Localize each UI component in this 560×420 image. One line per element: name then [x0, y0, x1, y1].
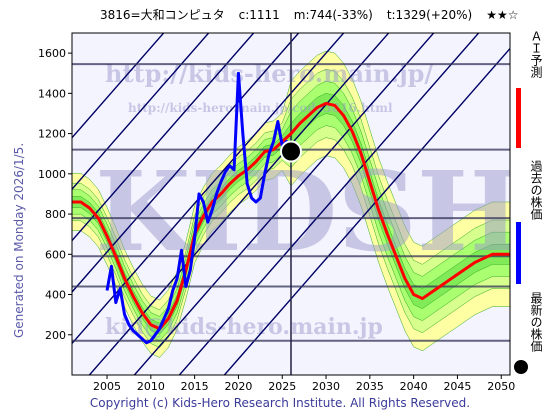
target-price: t:1329(+20%): [386, 8, 473, 22]
legend-latest-label: 最新の株価: [529, 292, 543, 352]
watermark-text: KIDSHERO: [95, 147, 560, 276]
rating-stars: ★★☆: [486, 8, 519, 22]
min-price: m:744(-33%): [293, 8, 373, 22]
channel-line: [72, 33, 255, 242]
channel-line: [72, 33, 165, 139]
legend: ＡＩ予測 過去の株価 最新の株価: [514, 30, 550, 380]
copyright-footer: Copyright (c) Kids-Hero Research Institu…: [89, 396, 471, 410]
x-tick-label: 2045: [443, 380, 471, 393]
legend-prediction-label: ＡＩ予測: [529, 30, 543, 78]
y-tick-label: 400: [45, 289, 66, 302]
x-tick-label: 2040: [400, 380, 428, 393]
y-tick-label: 1000: [38, 168, 66, 181]
legend-prediction: ＡＩ予測: [514, 30, 550, 160]
watermark-text: http://kids-hero.main.jp/code3816.html: [128, 101, 393, 115]
watermark-text: kid@kids-hero.main.jp: [105, 314, 383, 340]
y-tick-label: 1400: [38, 87, 66, 100]
stock-code: 3816=大和コンピュタ: [100, 8, 225, 22]
x-tick-label: 2050: [487, 380, 515, 393]
y-tick-label: 600: [45, 248, 66, 261]
y-tick-label: 1600: [38, 47, 66, 60]
prediction-line: [72, 101, 510, 331]
x-tick-label: 2015: [181, 380, 209, 393]
channel-line: [133, 33, 435, 375]
channel-line: [72, 33, 210, 191]
y-tick-label: 1200: [38, 128, 66, 141]
channel-line: [72, 33, 345, 345]
legend-history-label: 過去の株価: [529, 160, 543, 220]
chart-header: 3816=大和コンピュタ c:1111 m:744(-33%) t:1329(+20%…: [100, 6, 532, 23]
y-tick-label: 200: [45, 329, 66, 342]
x-tick-label: 2005: [93, 380, 121, 393]
latest-price-marker: [280, 140, 302, 163]
legend-history-swatch: [516, 222, 521, 284]
x-tick-label: 2010: [137, 380, 165, 393]
channel-line: [88, 33, 390, 375]
legend-history: 過去の株価: [514, 160, 550, 290]
channel-line: [178, 33, 480, 375]
x-tick-label: 2020: [224, 380, 252, 393]
x-tick-label: 2035: [356, 380, 384, 393]
y-tick-label: 800: [45, 208, 66, 221]
legend-latest: 最新の株価: [514, 292, 550, 382]
x-tick-label: 2025: [268, 380, 296, 393]
legend-latest-marker: [514, 360, 528, 374]
history-line: [105, 71, 293, 345]
x-tick-label: 2030: [312, 380, 340, 393]
legend-prediction-swatch: [516, 88, 521, 148]
channel-line: [72, 33, 300, 294]
channel-line: [223, 47, 510, 375]
current-price: c:1111: [238, 8, 280, 22]
plot-frame: [71, 32, 511, 376]
